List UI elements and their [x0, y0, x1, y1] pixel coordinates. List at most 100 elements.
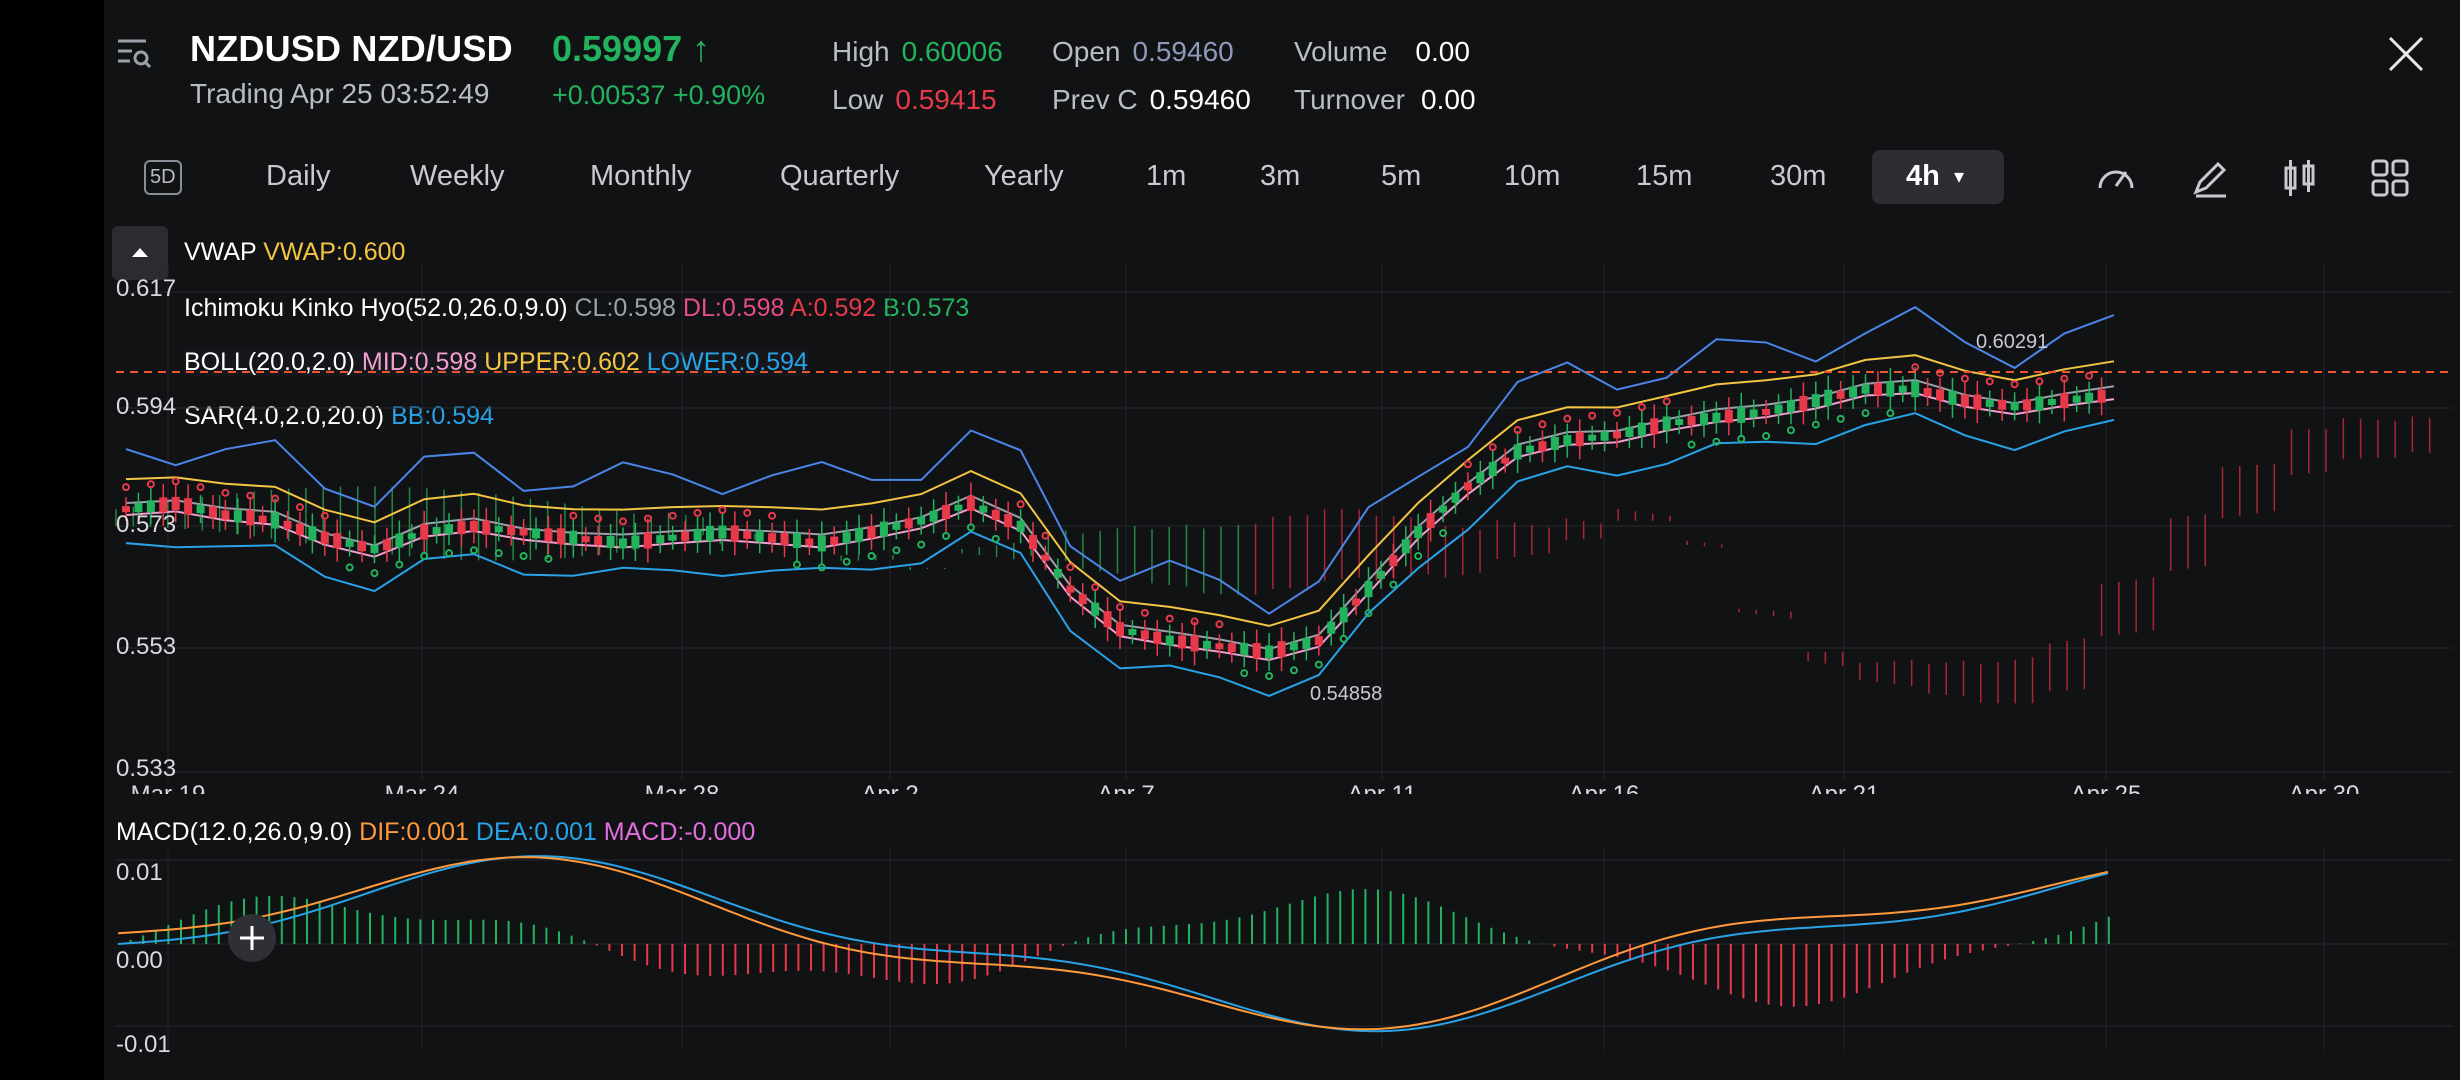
candle	[569, 530, 578, 545]
candle	[1836, 390, 1845, 399]
candle	[333, 533, 342, 549]
tab-weekly[interactable]: Weekly	[410, 160, 505, 192]
candle	[892, 522, 901, 530]
sar-dot	[1165, 614, 1174, 623]
candle	[345, 539, 354, 547]
candle	[320, 531, 329, 544]
sar-dot	[1762, 432, 1771, 440]
tab-4h[interactable]: 4h ▾	[1872, 150, 2004, 204]
high-annotation: 0.60291	[1976, 331, 2048, 353]
sar-dot	[1364, 609, 1373, 618]
price-chart[interactable]: 0.617 0.594 0.573 0.553 0.533 0.60291 0.…	[104, 224, 2460, 794]
tab-5m[interactable]: 5m	[1381, 160, 1422, 192]
sar-dot	[1066, 563, 1075, 572]
x-tick-label: Apr 16	[1569, 781, 1640, 794]
candle	[1153, 631, 1162, 644]
candle	[1513, 444, 1522, 460]
candle	[1041, 554, 1050, 561]
candle	[743, 530, 752, 539]
candlestick-icon[interactable]	[2278, 156, 2322, 200]
candle	[556, 528, 565, 545]
candle	[606, 536, 615, 548]
sar-dot	[1712, 437, 1721, 446]
grid-icon[interactable]	[2368, 156, 2412, 200]
candle	[1563, 435, 1572, 447]
candle	[1240, 643, 1249, 656]
candle	[929, 510, 938, 522]
candle	[544, 528, 553, 542]
pencil-icon[interactable]	[2188, 156, 2232, 200]
candle	[991, 509, 1000, 520]
candle	[159, 497, 168, 513]
candle	[1053, 568, 1062, 578]
x-tick-label: Apr 21	[1809, 781, 1880, 794]
candle	[1078, 594, 1087, 605]
tab-5d[interactable]: 5D	[144, 160, 182, 195]
tab-monthly[interactable]: Monthly	[590, 160, 692, 192]
candle	[1414, 526, 1423, 538]
candle	[1637, 422, 1646, 436]
sar-dot	[544, 554, 553, 563]
candle	[258, 515, 267, 523]
price-grid	[116, 264, 2452, 780]
sar-dot	[1985, 377, 1994, 386]
sar-dot	[1886, 409, 1895, 418]
collapse-indicators-button[interactable]	[112, 226, 168, 280]
crosshair-button[interactable]	[228, 914, 276, 962]
candle	[1140, 630, 1149, 640]
candle	[1948, 390, 1957, 405]
candle	[705, 525, 714, 541]
low-annotation: 0.54858	[1310, 683, 1382, 705]
sar-dot	[519, 552, 528, 560]
candle	[917, 516, 926, 525]
x-tick-label: Apr 7	[1097, 781, 1154, 794]
timeframe-bar: 5D Daily Weekly Monthly Quarterly Yearly…	[104, 150, 2460, 210]
y-tick-label: 0.573	[116, 511, 176, 538]
candle	[1873, 383, 1882, 396]
sar-dot	[395, 560, 404, 569]
candle	[457, 521, 466, 535]
candle	[2010, 402, 2019, 411]
candle	[1613, 431, 1621, 439]
candle	[1376, 570, 1385, 579]
sar-dot	[445, 549, 454, 558]
candle	[1811, 394, 1820, 408]
candle	[904, 518, 913, 529]
close-icon[interactable]	[2386, 34, 2426, 74]
sar-dot	[1538, 420, 1547, 429]
candle	[283, 520, 292, 529]
sar-dot	[817, 563, 826, 572]
gauge-icon[interactable]	[2094, 156, 2138, 200]
x-axis: Mar 19 Mar 24 Mar 28 Apr 2 Apr 7 Apr 11 Apr 16…	[131, 781, 2360, 794]
tab-quarterly[interactable]: Quarterly	[780, 160, 900, 192]
tab-daily[interactable]: Daily	[266, 160, 331, 192]
tab-1m[interactable]: 1m	[1146, 160, 1187, 192]
tab-yearly[interactable]: Yearly	[984, 160, 1064, 192]
candle	[134, 503, 143, 513]
candle	[1650, 418, 1659, 435]
candle	[2035, 396, 2044, 411]
candle	[1501, 457, 1510, 464]
x-tick-label: Apr 2	[861, 781, 918, 794]
sar-dot	[1016, 500, 1025, 509]
candle	[1526, 445, 1535, 453]
symbol-title: NZDUSD NZD/USD	[190, 28, 513, 69]
sar-dot	[1339, 634, 1348, 643]
list-search-icon[interactable]	[116, 34, 152, 70]
sar-dot	[1414, 552, 1423, 560]
stat-prev-close: Prev C 0.59460	[1052, 84, 1251, 115]
candle	[942, 505, 951, 519]
macd-chart[interactable]: 0.01 0.00 -0.01	[104, 850, 2460, 1066]
candle	[1849, 386, 1858, 398]
tab-30m[interactable]: 30m	[1770, 160, 1827, 192]
chart-app: NZDUSD NZD/USD Trading Apr 25 03:52:49 0…	[104, 0, 2460, 1080]
sar-dot	[2035, 377, 2044, 386]
candle	[867, 526, 876, 538]
tab-10m[interactable]: 10m	[1504, 160, 1561, 192]
tab-3m[interactable]: 3m	[1260, 160, 1301, 192]
candle	[221, 510, 230, 520]
candle	[2085, 392, 2094, 403]
tab-15m[interactable]: 15m	[1636, 160, 1693, 192]
sar-dot	[221, 488, 230, 497]
sar-dots	[122, 363, 2094, 680]
